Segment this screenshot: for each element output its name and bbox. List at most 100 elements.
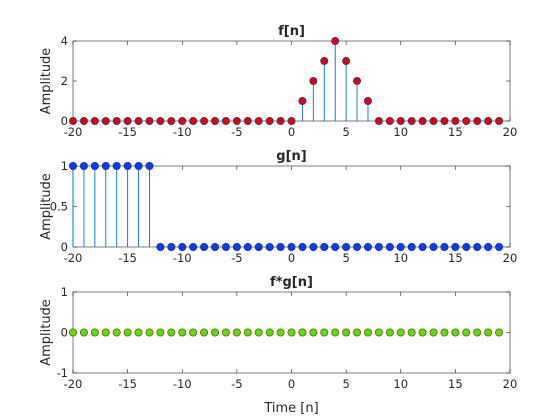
stem-marker	[407, 328, 416, 337]
stem-marker	[156, 328, 165, 337]
stem-marker	[320, 328, 329, 337]
stem-marker	[374, 242, 383, 251]
stem-marker	[200, 117, 209, 126]
x-tick-label: 5	[342, 377, 349, 391]
stem-marker	[440, 117, 449, 126]
stem-marker	[320, 57, 329, 66]
stem-marker	[473, 242, 482, 251]
stem-marker	[385, 328, 394, 337]
stem-marker	[134, 117, 143, 126]
stem-marker	[320, 242, 329, 251]
stem-marker	[178, 117, 187, 126]
stem-marker	[276, 328, 285, 337]
stem-marker	[167, 242, 176, 251]
stem-marker	[429, 328, 438, 337]
stem-marker	[189, 328, 198, 337]
x-tick-label: 20	[503, 125, 518, 139]
stem-marker	[243, 242, 252, 251]
x-tick-label: -10	[173, 377, 192, 391]
stem-marker	[79, 328, 88, 337]
stem-marker	[69, 328, 78, 337]
stem-marker	[484, 242, 493, 251]
stem-marker	[243, 328, 252, 337]
stem-marker	[309, 77, 318, 86]
stem-marker	[396, 117, 405, 126]
stem-marker	[462, 117, 471, 126]
stem-marker	[69, 161, 78, 170]
stem-marker	[101, 161, 110, 170]
stem-marker	[276, 242, 285, 251]
stem-marker	[451, 242, 460, 251]
subplot-3: f*g[n]-20 -15 -10 -5 0 5 10 15 20-101AmplitudeTi…	[39, 275, 517, 416]
stem-marker	[440, 242, 449, 251]
stem-marker	[331, 328, 340, 337]
y-tick-label: 1	[61, 159, 68, 173]
y-tick-label: 0	[61, 240, 68, 254]
stem-marker	[309, 328, 318, 337]
y-tick-label: 0.5	[50, 200, 68, 214]
stem-marker	[298, 328, 307, 337]
stem-marker	[495, 242, 504, 251]
y-tick-label: -1	[57, 366, 68, 380]
stem-marker	[254, 328, 263, 337]
stem-marker	[429, 242, 438, 251]
stem-marker	[145, 117, 154, 126]
stem-marker	[276, 117, 285, 126]
stem-marker	[123, 117, 132, 126]
x-tick-label: 0	[288, 377, 295, 391]
stem-marker	[254, 242, 263, 251]
stem-marker	[418, 117, 427, 126]
y-tick-label: 0	[61, 114, 68, 128]
x-tick-label: 20	[503, 251, 518, 265]
stem-marker	[287, 328, 296, 337]
stem-marker	[396, 242, 405, 251]
stem-marker	[79, 117, 88, 126]
stem-marker	[123, 161, 132, 170]
stem-marker	[342, 57, 351, 66]
stem-marker	[473, 117, 482, 126]
stem-marker	[298, 242, 307, 251]
stem-marker	[418, 328, 427, 337]
stem-marker	[331, 242, 340, 251]
axes-box	[72, 40, 511, 122]
x-tick-label: 0	[288, 251, 295, 265]
x-tick-label: -15	[118, 125, 137, 139]
stem-marker	[484, 328, 493, 337]
stem-marker	[134, 328, 143, 337]
stem-marker	[342, 242, 351, 251]
stem-marker	[254, 117, 263, 126]
stem-marker	[363, 242, 372, 251]
x-tick-label: 10	[393, 377, 408, 391]
stem-marker	[353, 77, 362, 86]
stem-marker	[407, 117, 416, 126]
subplot-title: f*g[n]	[270, 275, 313, 290]
stem-marker	[396, 328, 405, 337]
stem-marker	[90, 328, 99, 337]
stem-marker	[429, 117, 438, 126]
stem-marker	[243, 117, 252, 126]
stem-marker	[189, 117, 198, 126]
stem-marker	[265, 117, 274, 126]
x-tick-label: 15	[448, 251, 463, 265]
stem-marker	[112, 161, 121, 170]
subplot-title: f[n]	[278, 24, 305, 39]
y-tick-label: 2	[61, 74, 68, 88]
x-tick-label: -10	[173, 125, 192, 139]
y-axis-label: Amplitude	[39, 48, 54, 115]
stem-marker	[134, 161, 143, 170]
stem-marker	[123, 328, 132, 337]
stem-marker	[232, 328, 241, 337]
x-tick-label: -5	[231, 377, 242, 391]
stem-marker	[298, 97, 307, 106]
x-tick-label: 15	[448, 125, 463, 139]
x-tick-label: 20	[503, 377, 518, 391]
stem-marker	[112, 328, 121, 337]
stem-marker	[189, 242, 198, 251]
x-tick-label: -10	[173, 251, 192, 265]
x-tick-label: -5	[231, 251, 242, 265]
x-tick-label: -20	[64, 377, 83, 391]
stem-marker	[232, 242, 241, 251]
stem-marker	[178, 242, 187, 251]
stem-marker	[265, 242, 274, 251]
stem-marker	[418, 242, 427, 251]
